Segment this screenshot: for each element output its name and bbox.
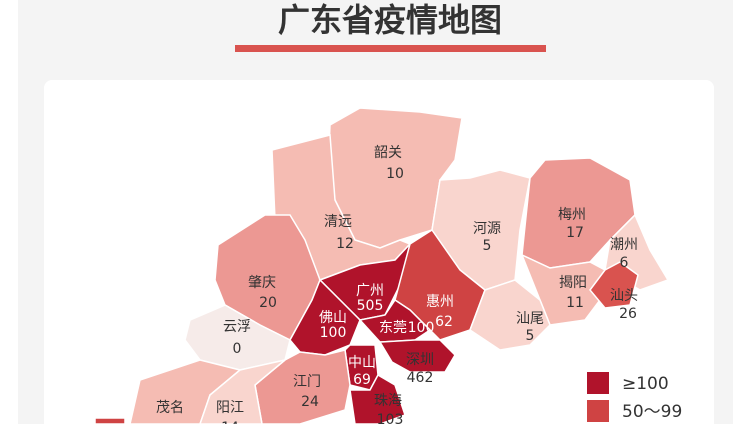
region-name: 韶关 [374,145,402,161]
region-name: 佛山 [319,310,347,326]
region-count: 14 [221,420,239,424]
region-name: 肇庆 [248,275,276,291]
legend-label: ≥100 [622,374,669,394]
region-shape [94,417,126,424]
region-count: 24 [301,394,319,410]
region-name: 茂名 [156,399,184,416]
region-name: 惠州 [426,294,454,310]
legend-swatch [587,372,609,394]
map [94,107,670,424]
region-shape [254,349,351,424]
region-shape [199,359,286,424]
region-count: 462 [407,370,434,386]
region-count: 5 [483,238,492,254]
region-name: 东莞 [379,320,407,336]
region-count: 100 [408,320,435,336]
region-name: 中山 [348,355,376,371]
region-count: 5 [526,328,535,344]
region-count: 100 [320,325,347,341]
region-count: 69 [353,372,371,388]
region-name: 广州 [356,283,384,299]
region-name: 揭阳 [559,275,587,291]
region-shape [469,279,551,351]
region-shape [349,373,406,424]
region-count: 12 [336,236,354,252]
region-count: 103 [377,412,404,424]
region-name: 江门 [293,374,321,390]
region-name: 清远 [324,214,352,230]
region-count: 505 [357,298,384,314]
title: 广东省疫情地图 [278,1,502,39]
region-name: 深圳 [406,352,434,368]
region-count: 26 [619,306,637,322]
region-name: 珠海 [374,393,402,409]
region-count: 6 [620,255,629,271]
region-name: 阳江 [216,400,244,416]
legend-swatch [587,400,609,422]
region-count: 10 [386,166,404,182]
region-shape [589,261,639,309]
region-count: 17 [566,225,584,241]
region-name: 河源 [473,221,501,237]
legend-label: 50～99 [622,402,682,422]
region-name: 云浮 [223,319,251,335]
region-name: 汕尾 [516,311,544,327]
region-count: 20 [259,295,277,311]
region-count: 11 [566,295,584,311]
region-count: 62 [435,314,453,330]
region-shape [378,339,456,373]
region-name: 梅州 [558,207,586,223]
region-name: 汕头 [610,288,638,304]
region-name: 潮州 [610,237,638,253]
title-underline [235,45,546,52]
region-count: 0 [233,341,242,357]
